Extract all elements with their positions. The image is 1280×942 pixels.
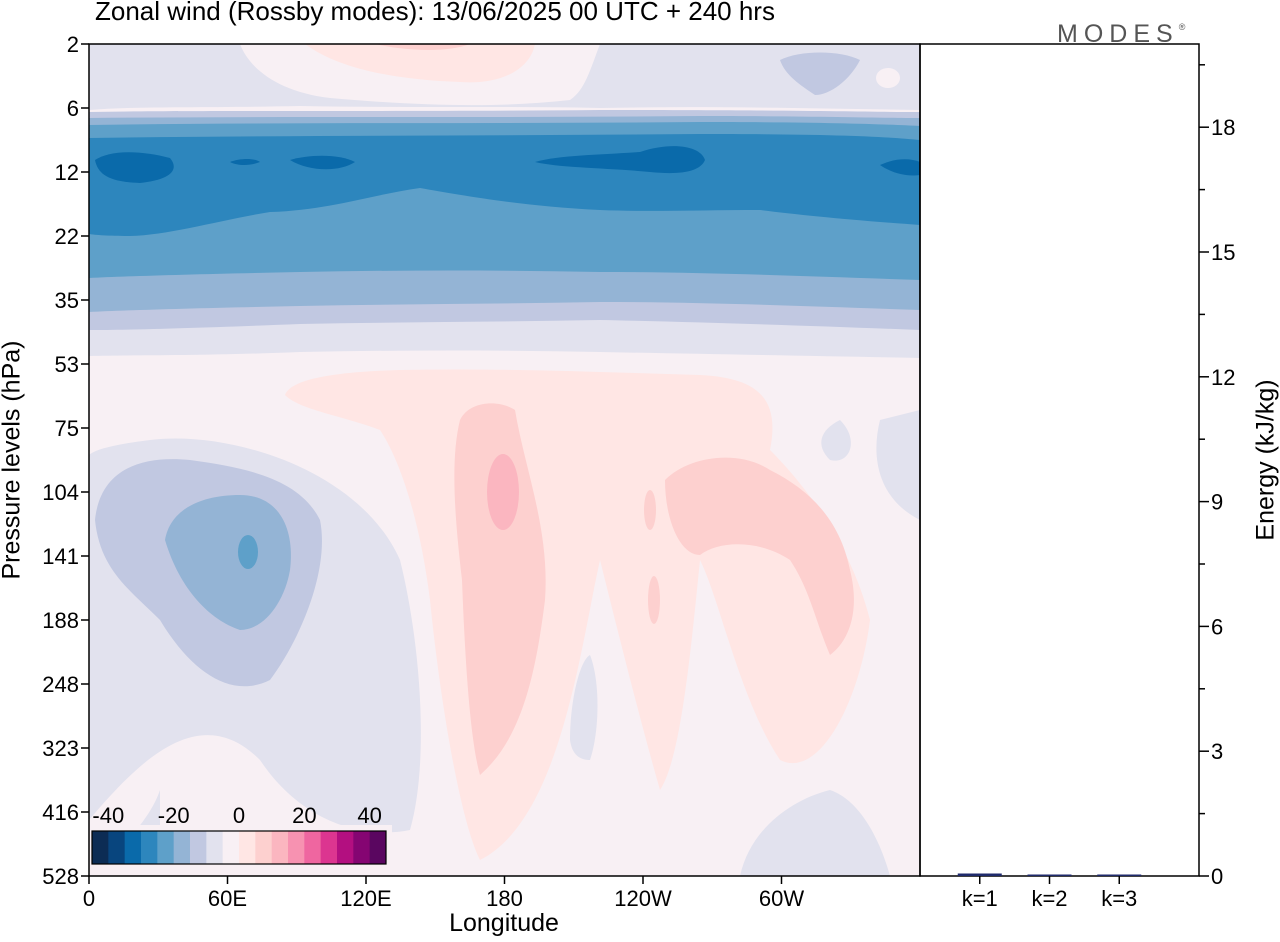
category-tick-label: k=2: [1031, 886, 1067, 911]
x-axis-label: Longitude: [449, 909, 559, 937]
y-tick-label: 22: [55, 224, 79, 249]
contour-region: [780, 52, 860, 95]
contour-region: [880, 159, 920, 176]
colorbar-swatch: [369, 831, 387, 864]
energy-bar: [1027, 874, 1072, 876]
energy-axis-ticks: 0 3 6 9 12 15 18: [1199, 64, 1235, 889]
colorbar-swatch: [239, 831, 256, 864]
x-tick-label: 180: [486, 886, 523, 911]
logo-registered-mark: ®: [1178, 22, 1186, 32]
chart-title: Zonal wind (Rossby modes): 13/06/2025 00…: [95, 0, 775, 26]
colorbar-swatch: [353, 831, 371, 864]
colorbar-swatch: [255, 831, 273, 864]
colorbar-swatch: [206, 831, 224, 864]
energy-tick-label: 15: [1211, 240, 1235, 265]
colorbar-swatch: [337, 831, 354, 864]
energy-tick-label: 9: [1211, 490, 1223, 515]
energy-tick-label: 18: [1211, 115, 1235, 140]
contour-region: [740, 790, 890, 876]
colorbar-swatch: [92, 831, 109, 864]
energy-tick-label: 12: [1211, 365, 1235, 390]
energy-plot-frame: [919, 43, 1200, 877]
x-tick-label: 120E: [340, 886, 391, 911]
y-tick-label: 12: [55, 160, 79, 185]
colorbar-tick-label: 40: [357, 803, 381, 828]
contour-region: [454, 403, 546, 775]
colorbar-swatch: [173, 831, 191, 864]
x-tick-label: 60W: [759, 886, 804, 911]
y-tick-label: 141: [42, 544, 79, 569]
x-tick-label: 0: [83, 886, 95, 911]
energy-bar: [1097, 874, 1142, 876]
contour-region: [665, 457, 854, 655]
category-tick-label: k=1: [962, 886, 998, 911]
contour-region: [238, 535, 258, 569]
y-tick-label: 188: [42, 608, 79, 633]
contour-region: [230, 159, 260, 165]
y-tick-label: 528: [42, 864, 79, 889]
contour-region: [648, 576, 660, 624]
x-tick-label: 120W: [614, 886, 672, 911]
contour-region: [644, 490, 656, 530]
colorbar-swatch: [141, 831, 158, 864]
y-tick-label: 75: [55, 416, 79, 441]
colorbar-swatch: [190, 831, 207, 864]
energy-tick-label: 3: [1211, 739, 1223, 764]
colorbar-tick-label: 20: [292, 803, 316, 828]
x-axis-ticks: 0 60E 120E 180 120W 60W: [83, 876, 804, 911]
zonal-wind-contour-field: [89, 44, 920, 876]
contour-region: [535, 146, 705, 174]
y-tick-label: 6: [67, 96, 79, 121]
contour-region: [165, 495, 291, 630]
y-tick-label: 416: [42, 800, 79, 825]
category-tick-label: k=3: [1101, 886, 1137, 911]
y-tick-label: 53: [55, 352, 79, 377]
contour-region: [821, 420, 851, 461]
colorbar-swatch: [124, 831, 142, 864]
y-tick-label: 104: [42, 480, 79, 505]
contour-region: [290, 155, 355, 170]
energy-bars: k=1 k=2 k=3: [957, 873, 1142, 911]
y-tick-label: 35: [55, 288, 79, 313]
energy-tick-label: 6: [1211, 614, 1223, 639]
colorbar-swatch: [271, 831, 289, 864]
colorbar-swatch: [320, 831, 338, 864]
y-tick-label: 323: [42, 736, 79, 761]
energy-tick-label: 0: [1211, 864, 1223, 889]
colorbar-tick-label: 0: [233, 803, 245, 828]
colorbar-swatch: [304, 831, 322, 864]
y-tick-label: 248: [42, 672, 79, 697]
colorbar-tick-label: -40: [92, 803, 124, 828]
contour-region: [95, 152, 174, 183]
colorbar-swatch: [157, 831, 175, 864]
contour-region: [876, 68, 900, 88]
y-tick-label: 2: [67, 32, 79, 57]
colorbar: -40 -20 0 20 40: [91, 803, 387, 865]
contour-region: [570, 655, 598, 760]
colorbar-swatch: [222, 831, 240, 864]
contour-region: [876, 410, 920, 520]
x-tick-label: 60E: [208, 886, 247, 911]
contour-region: [305, 44, 535, 83]
colorbar-tick-label: -20: [158, 803, 190, 828]
colorbar-swatch: [108, 831, 126, 864]
energy-bar: [957, 873, 1002, 876]
colorbar-swatch: [288, 831, 305, 864]
contour-region: [375, 44, 470, 50]
contour-region: [487, 454, 519, 530]
y-axis-ticks: 2 6 12 22 35 53 75 104 141 188 248 323 416 528: [42, 32, 89, 889]
colorbar-frame: [91, 830, 387, 865]
